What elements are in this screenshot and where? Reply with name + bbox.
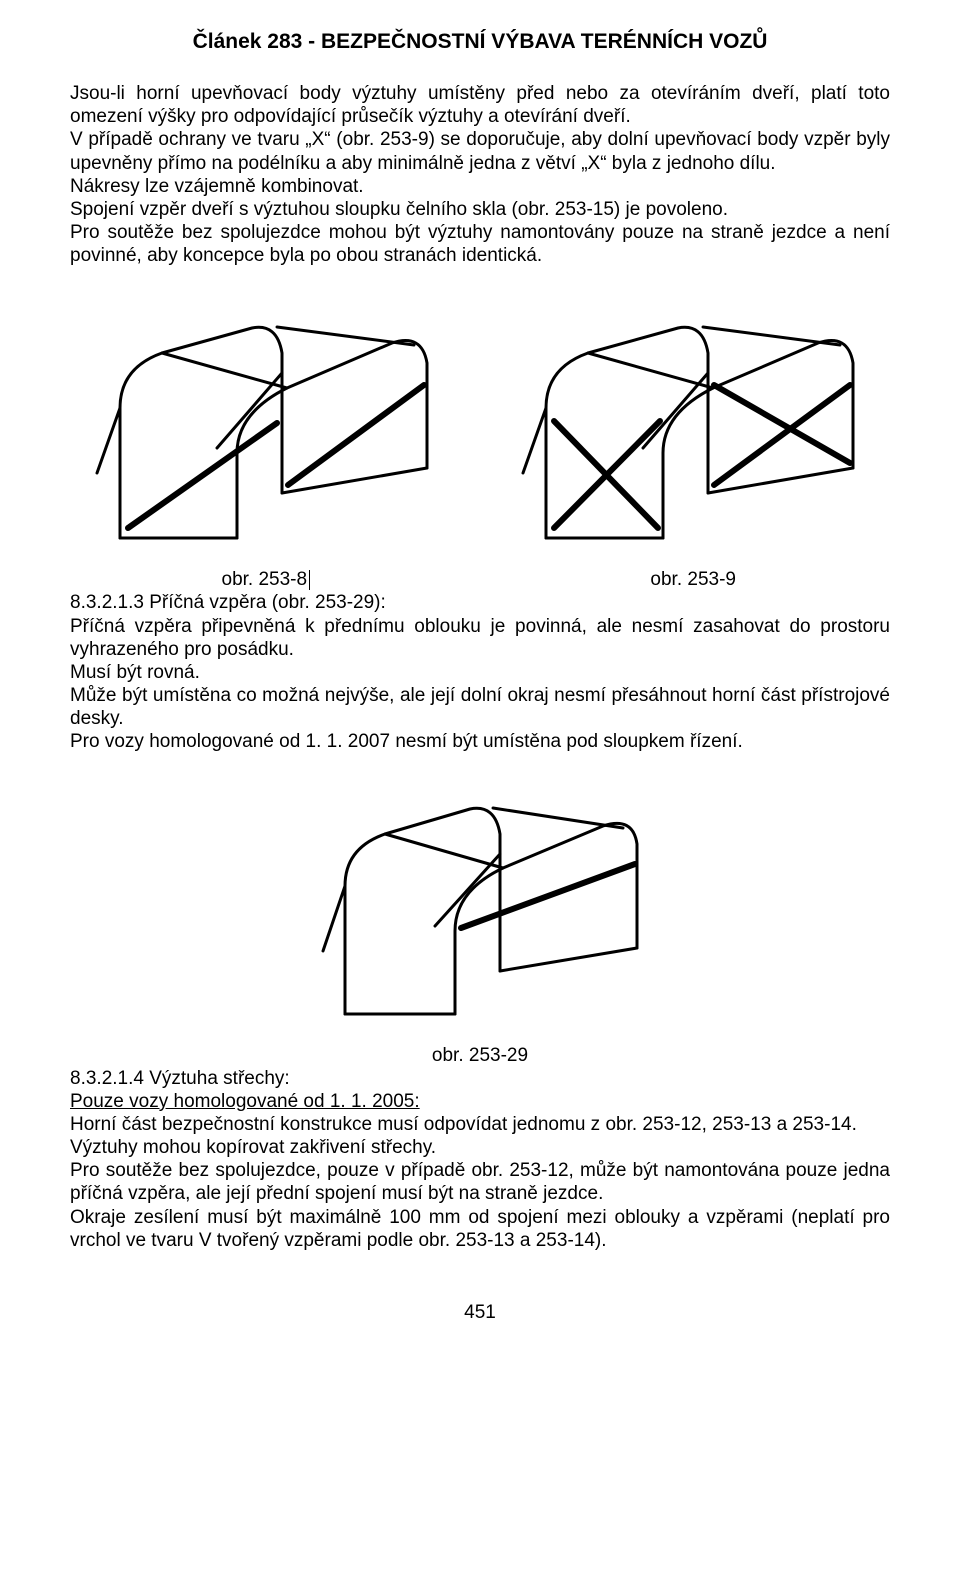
paragraph-underline: Pouze vozy homologované od 1. 1. 2005: <box>70 1090 890 1113</box>
cage-diagram-icon <box>295 776 665 1036</box>
figure-253-9 <box>496 293 890 563</box>
paragraph: Pro soutěže bez spolujezdce mohou být vý… <box>70 221 890 267</box>
paragraph: Může být umístěna co možná nejvýše, ale … <box>70 684 890 730</box>
paragraph: Pro soutěže bez spolujezdce, pouze v pří… <box>70 1159 890 1205</box>
figure-caption: obr. 253-8 <box>222 569 308 590</box>
paragraph: Příčná vzpěra připevněná k přednímu oblo… <box>70 615 890 661</box>
cage-diagram-icon <box>508 293 878 563</box>
page-container: Článek 283 - BEZPEČNOSTNÍ VÝBAVA TERÉNNÍ… <box>0 0 960 1364</box>
figure-caption: obr. 253-29 <box>70 1045 890 1067</box>
caption-row: obr. 253-8 obr. 253-9 <box>70 569 890 591</box>
paragraph: Nákresy lze vzájemně kombinovat. <box>70 175 890 198</box>
figure-caption: obr. 253-9 <box>650 569 736 590</box>
paragraph: Horní část bezpečnostní konstrukce musí … <box>70 1113 890 1136</box>
cage-diagram-icon <box>82 293 452 563</box>
figure-row <box>70 293 890 563</box>
paragraph: Výztuhy mohou kopírovat zakřivení střech… <box>70 1136 890 1159</box>
paragraph: Musí být rovná. <box>70 661 890 684</box>
paragraph: Jsou-li horní upevňovací body výztuhy um… <box>70 82 890 128</box>
article-header: Článek 283 - BEZPEČNOSTNÍ VÝBAVA TERÉNNÍ… <box>70 30 890 54</box>
page-number: 451 <box>70 1302 890 1324</box>
paragraph: V případě ochrany ve tvaru „X“ (obr. 253… <box>70 128 890 174</box>
figure-253-29 <box>70 776 890 1041</box>
figure-253-8 <box>70 293 464 563</box>
paragraph: Spojení vzpěr dveří s výztuhou sloupku č… <box>70 198 890 221</box>
section-heading: 8.3.2.1.3 Příčná vzpěra (obr. 253-29): <box>70 591 890 614</box>
paragraph: Okraje zesílení musí být maximálně 100 m… <box>70 1206 890 1252</box>
section-heading: 8.3.2.1.4 Výztuha střechy: <box>70 1067 890 1090</box>
paragraph: Pro vozy homologované od 1. 1. 2007 nesm… <box>70 730 890 753</box>
